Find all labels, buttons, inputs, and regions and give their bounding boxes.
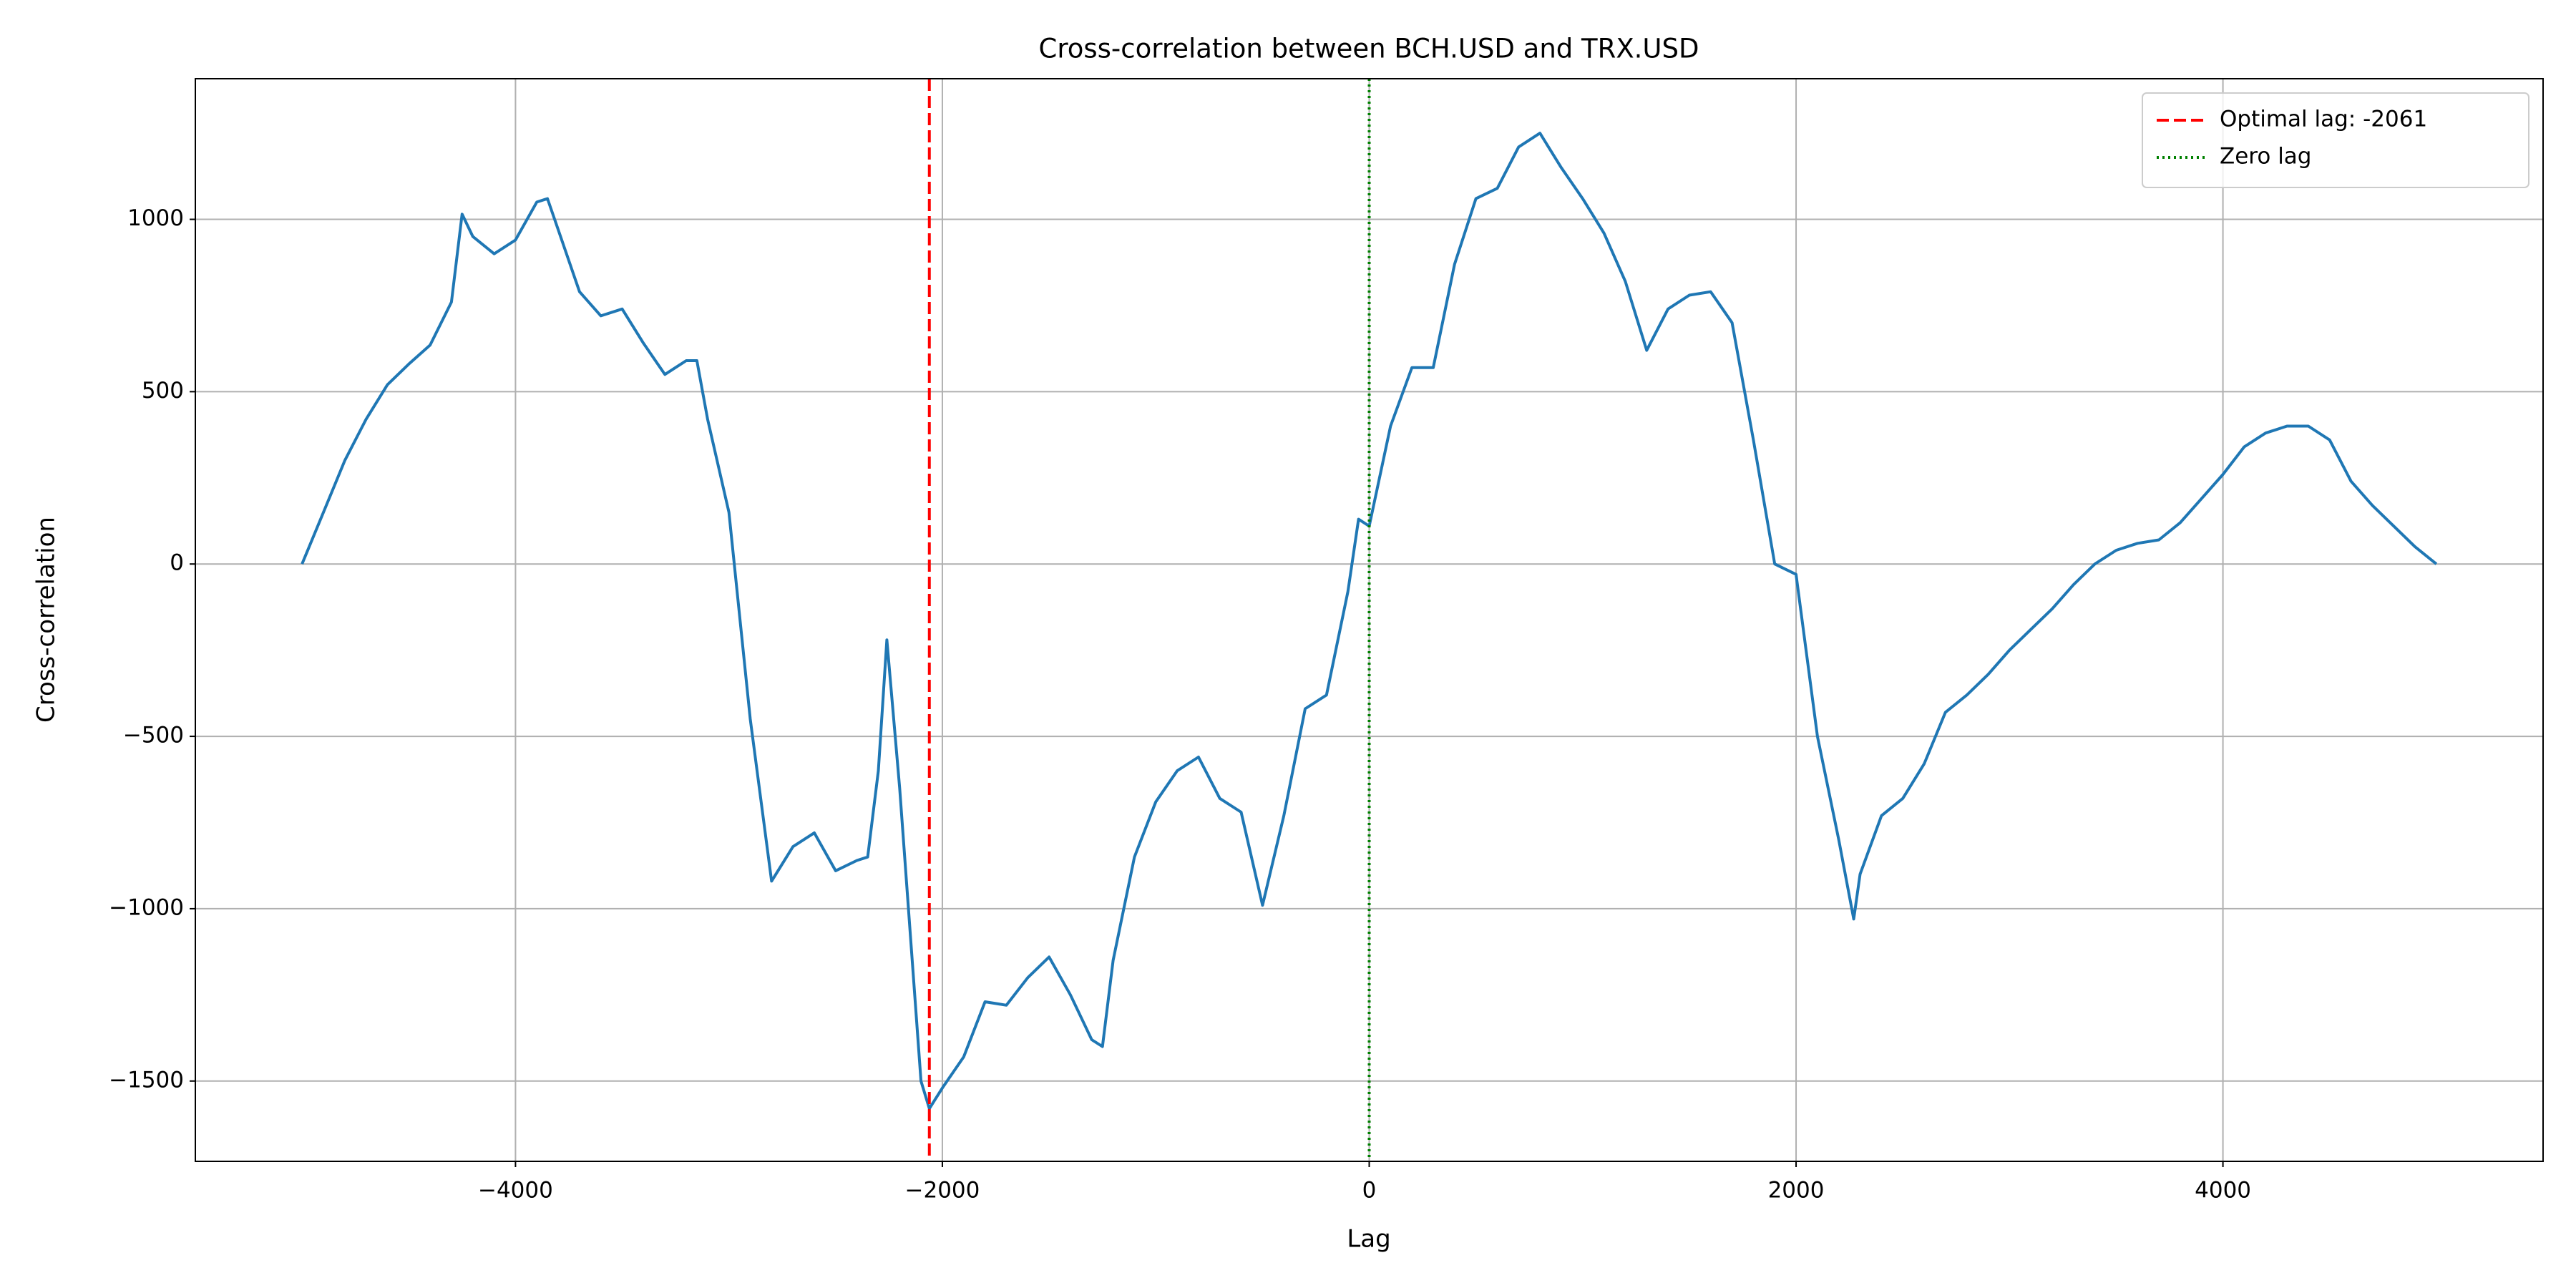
y-tick-label: −500: [123, 723, 184, 748]
y-tick-label: −1500: [109, 1067, 184, 1093]
plot-frame: [195, 78, 2544, 1162]
legend: Optimal lag: -2061 Zero lag: [2142, 92, 2529, 188]
x-tick-label: 2000: [1768, 1178, 1825, 1204]
x-tick-label: −4000: [478, 1178, 553, 1204]
x-tick-label: 0: [1362, 1178, 1377, 1204]
data-line: [301, 132, 2438, 1111]
chart-title: Cross-correlation between BCH.USD and TR…: [1039, 34, 1699, 64]
x-tick-label: 4000: [2195, 1178, 2251, 1204]
y-tick-label: 0: [170, 550, 184, 576]
y-tick-label: 500: [142, 378, 184, 404]
y-tick-label: 1000: [127, 205, 184, 231]
legend-label: Zero lag: [2220, 144, 2311, 170]
x-tick-label: −2000: [905, 1178, 980, 1204]
legend-box: [2142, 92, 2529, 188]
y-tick-label: −1000: [109, 894, 184, 920]
x-axis-label: Lag: [1347, 1225, 1390, 1254]
legend-label: Optimal lag: -2061: [2220, 107, 2427, 132]
y-axis-label: Cross-correlation: [32, 517, 61, 723]
